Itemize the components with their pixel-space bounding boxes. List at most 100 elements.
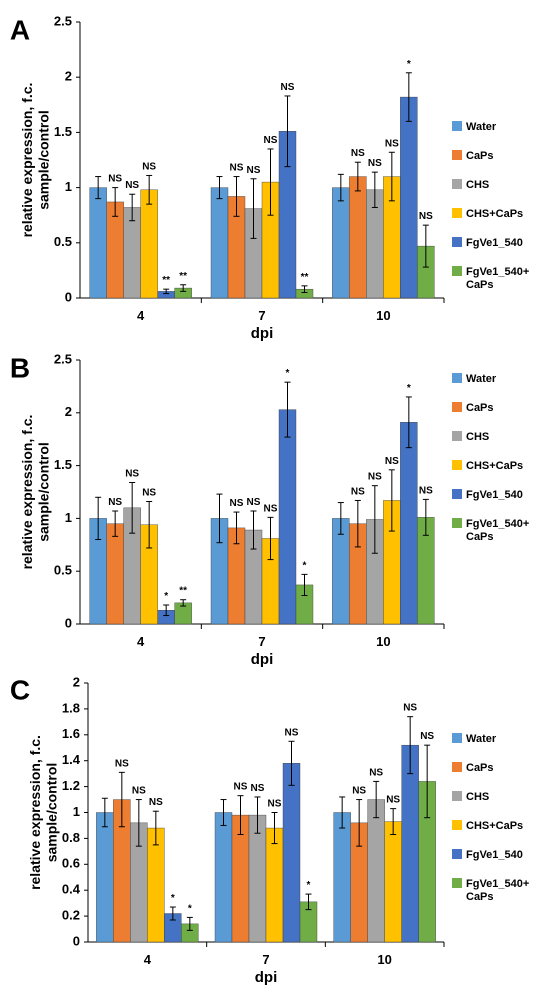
bar bbox=[385, 822, 402, 942]
y-tick-label: 0.2 bbox=[62, 908, 80, 923]
legend-swatch bbox=[452, 518, 462, 528]
y-tick-label: 2.5 bbox=[54, 351, 72, 366]
bar bbox=[96, 813, 113, 943]
x-tick-label: 4 bbox=[137, 308, 145, 323]
y-tick-label: 1 bbox=[65, 510, 72, 525]
significance-label: NS bbox=[234, 782, 248, 793]
y-tick-label: 1.5 bbox=[54, 457, 72, 472]
legend: WaterCaPsCHSCHS+CaPsFgVe1_540FgVe1_540+C… bbox=[452, 121, 529, 291]
y-tick-label: 0.5 bbox=[54, 563, 72, 578]
significance-label: * bbox=[307, 880, 311, 891]
legend-label: FgVe1_540+ bbox=[466, 266, 529, 278]
bar bbox=[334, 813, 351, 943]
significance-label: NS bbox=[125, 468, 139, 479]
y-tick-label: 1.5 bbox=[54, 124, 72, 139]
legend-label: CaPs bbox=[466, 402, 494, 414]
legend-swatch bbox=[452, 402, 462, 412]
significance-label: NS bbox=[230, 163, 244, 174]
legend-label: CaPs bbox=[466, 762, 494, 774]
x-tick-label: 10 bbox=[376, 634, 390, 649]
y-tick-label: 0.8 bbox=[62, 830, 80, 845]
bar bbox=[402, 745, 419, 942]
legend-label: FgVe1_540 bbox=[466, 849, 523, 861]
significance-label: NS bbox=[264, 135, 278, 146]
x-tick-label: 10 bbox=[376, 308, 390, 323]
significance-label: ** bbox=[179, 271, 187, 282]
bar bbox=[279, 410, 296, 624]
y-tick-label: 1.4 bbox=[62, 752, 81, 767]
significance-label: NS bbox=[352, 786, 366, 797]
legend-swatch bbox=[452, 460, 462, 470]
y-tick-label: 0.5 bbox=[54, 234, 72, 249]
x-tick-label: 7 bbox=[262, 952, 269, 967]
significance-label: * bbox=[171, 893, 175, 904]
legend-label: CaPs bbox=[466, 279, 494, 291]
bar bbox=[283, 763, 300, 942]
y-tick-label: 2 bbox=[65, 69, 72, 84]
significance-label: NS bbox=[142, 488, 156, 499]
legend-swatch bbox=[452, 179, 462, 189]
bar bbox=[90, 188, 107, 298]
y-axis-title-line: relative expression, f.c. bbox=[19, 83, 35, 238]
significance-label: * bbox=[164, 591, 168, 602]
y-tick-label: 0 bbox=[73, 933, 80, 948]
significance-label: NS bbox=[368, 472, 382, 483]
legend-label: CHS+CaPs bbox=[466, 460, 523, 472]
significance-label: * bbox=[303, 560, 307, 571]
legend-swatch bbox=[452, 849, 462, 859]
bar bbox=[332, 188, 349, 298]
bar bbox=[141, 190, 158, 298]
legend: WaterCaPsCHSCHS+CaPsFgVe1_540FgVe1_540+C… bbox=[452, 733, 529, 903]
significance-label: * bbox=[407, 59, 411, 70]
y-tick-label: 0 bbox=[65, 289, 72, 304]
y-tick-label: 1.2 bbox=[62, 778, 80, 793]
legend-label: Water bbox=[466, 733, 497, 745]
y-tick-label: 1 bbox=[65, 179, 72, 194]
significance-label: NS bbox=[368, 158, 382, 169]
significance-label: NS bbox=[264, 503, 278, 514]
significance-label: NS bbox=[285, 727, 299, 738]
bar bbox=[368, 800, 385, 942]
significance-label: NS bbox=[251, 783, 265, 794]
x-tick-label: 7 bbox=[258, 308, 265, 323]
significance-label: NS bbox=[108, 497, 122, 508]
significance-label: ** bbox=[301, 272, 309, 283]
significance-label: NS bbox=[125, 180, 139, 191]
significance-label: NS bbox=[281, 82, 295, 93]
panel-label: A bbox=[10, 14, 30, 45]
legend-label: CHS+CaPs bbox=[466, 820, 523, 832]
bar bbox=[249, 815, 266, 942]
significance-label: NS bbox=[385, 456, 399, 467]
significance-label: NS bbox=[369, 767, 383, 778]
legend-label: FgVe1_540+ bbox=[466, 518, 529, 530]
legend-label: FgVe1_540 bbox=[466, 489, 523, 501]
panel-label: C bbox=[10, 674, 30, 705]
legend-swatch bbox=[452, 791, 462, 801]
significance-label: NS bbox=[385, 138, 399, 149]
y-axis-title-line: relative expression, f.c. bbox=[27, 735, 43, 890]
panel-label: B bbox=[10, 352, 30, 383]
x-tick-label: 10 bbox=[377, 952, 391, 967]
significance-label: NS bbox=[420, 731, 434, 742]
significance-label: NS bbox=[351, 148, 365, 159]
significance-label: NS bbox=[386, 795, 400, 806]
legend-label: CHS bbox=[466, 791, 489, 803]
legend-label: FgVe1_540+ bbox=[466, 878, 529, 890]
significance-label: NS bbox=[132, 786, 146, 797]
x-axis-title: dpi bbox=[255, 969, 278, 986]
significance-label: NS bbox=[108, 174, 122, 185]
y-axis-title: relative expression, f.c.sample/control bbox=[19, 83, 52, 238]
y-tick-label: 2 bbox=[73, 674, 80, 689]
legend-label: FgVe1_540 bbox=[466, 237, 523, 249]
legend-swatch bbox=[452, 878, 462, 888]
y-axis-title-line: relative expression, f.c. bbox=[19, 415, 35, 570]
significance-label: * bbox=[188, 903, 192, 914]
legend-swatch bbox=[452, 237, 462, 247]
y-tick-label: 1 bbox=[73, 804, 80, 819]
y-axis-title-line: sample/control bbox=[36, 442, 52, 542]
significance-label: NS bbox=[403, 703, 417, 714]
significance-label: NS bbox=[230, 498, 244, 509]
y-tick-label: 1.6 bbox=[62, 726, 80, 741]
bar bbox=[400, 97, 417, 298]
